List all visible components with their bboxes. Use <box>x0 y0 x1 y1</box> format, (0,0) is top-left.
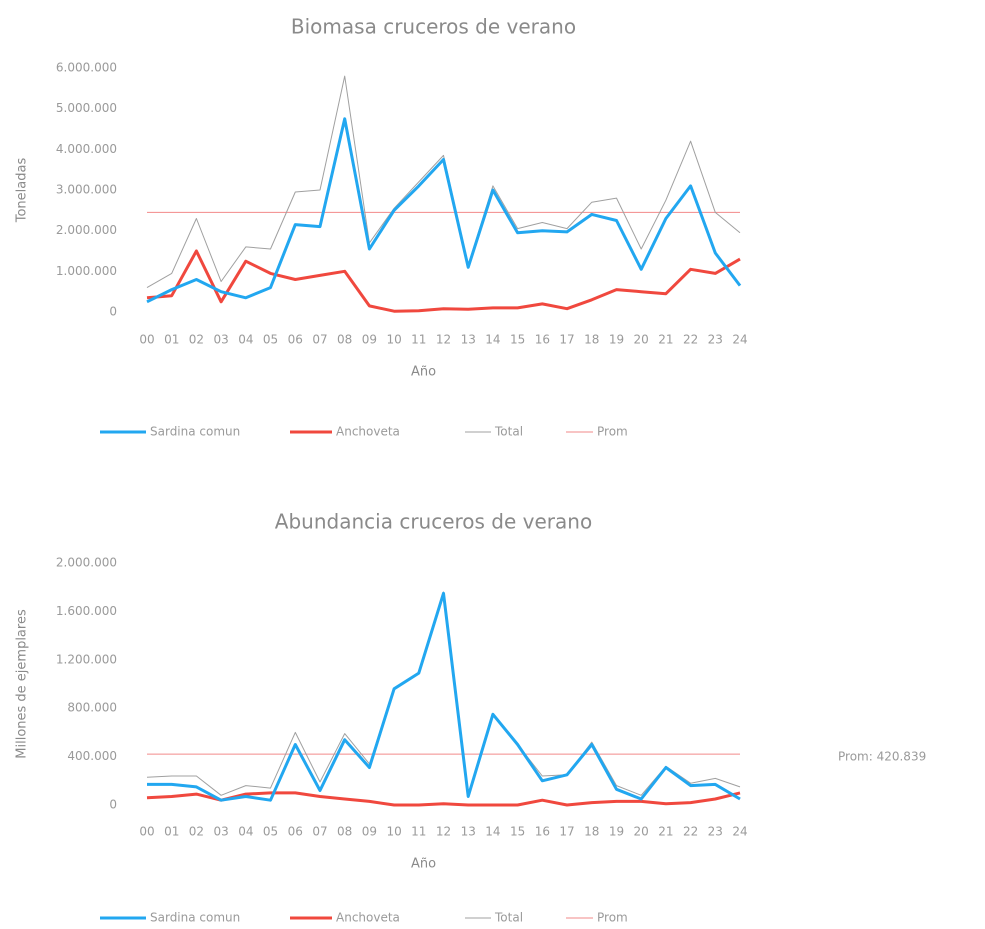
x-tick-label: 06 <box>288 825 303 839</box>
y-tick-label: 400.000 <box>67 749 117 763</box>
x-tick-label: 03 <box>213 825 228 839</box>
x-tick-label: 17 <box>559 825 574 839</box>
x-tick-label: 07 <box>312 333 327 347</box>
y-tick-label: 0 <box>109 798 117 812</box>
x-tick-label: 15 <box>510 825 525 839</box>
x-tick-label: 10 <box>386 825 401 839</box>
x-tick-label: 12 <box>436 333 451 347</box>
annotation: Prom: 420.839 <box>838 750 926 764</box>
series-line <box>146 117 742 304</box>
y-tick-label: 5.000.000 <box>56 101 117 115</box>
x-tick-label: 01 <box>164 333 179 347</box>
x-tick-label: 19 <box>609 333 624 347</box>
x-tick-label: 02 <box>189 333 204 347</box>
chart-title: Biomasa cruceros de verano <box>291 15 576 39</box>
x-tick-label: 14 <box>485 333 500 347</box>
x-tick-label: 18 <box>584 825 599 839</box>
legend-label: Anchoveta <box>336 425 400 439</box>
x-tick-label: 05 <box>263 825 278 839</box>
x-tick-label: 08 <box>337 333 352 347</box>
x-tick-label: 12 <box>436 825 451 839</box>
x-tick-label: 23 <box>708 825 723 839</box>
x-axis-title: Año <box>411 365 436 380</box>
y-tick-label: 1.200.000 <box>56 652 117 666</box>
x-tick-label: 21 <box>658 825 673 839</box>
x-tick-label: 00 <box>139 825 154 839</box>
chart-title: Abundancia cruceros de verano <box>275 510 592 534</box>
x-tick-label: 03 <box>213 333 228 347</box>
x-tick-label: 05 <box>263 333 278 347</box>
legend-label: Sardina comun <box>150 911 240 925</box>
x-tick-label: 16 <box>535 333 550 347</box>
x-axis-title: Año <box>411 857 436 872</box>
y-tick-label: 2.000.000 <box>56 223 117 237</box>
series-line <box>146 591 741 797</box>
x-tick-label: 02 <box>189 825 204 839</box>
y-tick-label: 800.000 <box>67 701 117 715</box>
legend-label: Total <box>494 425 523 439</box>
x-tick-label: 15 <box>510 333 525 347</box>
y-tick-label: 0 <box>109 305 117 319</box>
x-tick-label: 17 <box>559 333 574 347</box>
legend-label: Prom <box>597 425 628 439</box>
x-tick-label: 20 <box>634 333 649 347</box>
x-tick-label: 13 <box>461 825 476 839</box>
x-tick-label: 08 <box>337 825 352 839</box>
x-tick-label: 07 <box>312 825 327 839</box>
x-tick-label: 11 <box>411 333 426 347</box>
x-tick-label: 00 <box>139 333 154 347</box>
y-axis-title: Millones de ejemplares <box>15 609 30 759</box>
x-tick-label: 22 <box>683 333 698 347</box>
legend-label: Total <box>494 911 523 925</box>
x-tick-label: 22 <box>683 825 698 839</box>
x-tick-label: 19 <box>609 825 624 839</box>
x-tick-label: 04 <box>238 825 253 839</box>
y-tick-label: 4.000.000 <box>56 142 117 156</box>
x-tick-label: 14 <box>485 825 500 839</box>
y-tick-label: 6.000.000 <box>56 61 117 75</box>
x-tick-label: 20 <box>634 825 649 839</box>
y-tick-label: 1.000.000 <box>56 264 117 278</box>
x-tick-label: 11 <box>411 825 426 839</box>
x-tick-label: 04 <box>238 333 253 347</box>
legend-label: Anchoveta <box>336 911 400 925</box>
x-tick-label: 13 <box>461 333 476 347</box>
x-tick-label: 10 <box>386 333 401 347</box>
series-line <box>146 75 741 289</box>
y-tick-label: 2.000.000 <box>56 556 117 570</box>
legend-label: Prom <box>597 911 628 925</box>
x-tick-label: 09 <box>362 825 377 839</box>
y-tick-label: 3.000.000 <box>56 183 117 197</box>
x-tick-label: 24 <box>732 333 747 347</box>
x-tick-label: 06 <box>288 333 303 347</box>
x-tick-label: 18 <box>584 333 599 347</box>
x-tick-label: 21 <box>658 333 673 347</box>
x-tick-label: 09 <box>362 333 377 347</box>
x-tick-label: 16 <box>535 825 550 839</box>
x-tick-label: 01 <box>164 825 179 839</box>
series-line <box>147 591 741 802</box>
series-line <box>146 249 741 313</box>
x-tick-label: 24 <box>732 825 747 839</box>
legend-label: Sardina comun <box>150 425 240 439</box>
y-axis-title: Toneladas <box>15 158 30 224</box>
y-tick-label: 1.600.000 <box>56 604 117 618</box>
series-line <box>146 791 741 807</box>
x-tick-label: 23 <box>708 333 723 347</box>
